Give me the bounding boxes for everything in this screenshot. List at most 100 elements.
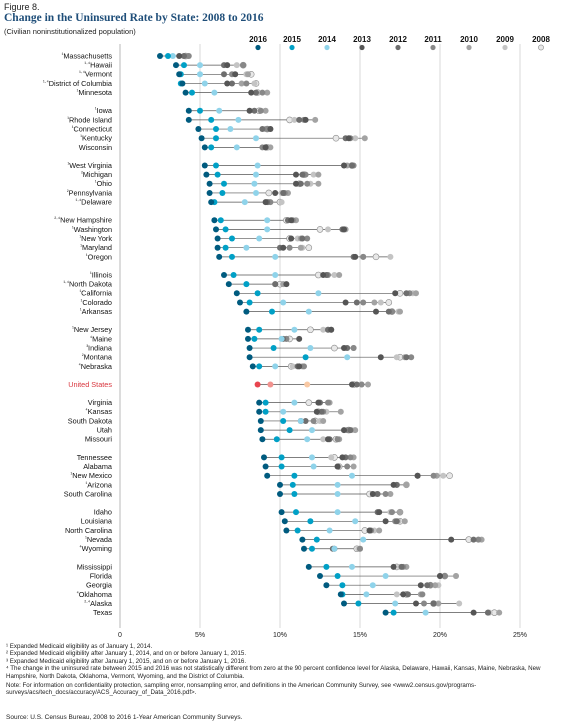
data-point	[403, 354, 410, 361]
data-point	[421, 600, 427, 607]
state-name: Colorado	[82, 298, 112, 307]
state-name: Kansas	[88, 407, 113, 416]
data-point	[325, 226, 331, 233]
data-point	[264, 226, 271, 233]
data-point	[313, 408, 320, 415]
state-label: ¹·⁴North Dakota	[63, 280, 113, 289]
state-row: ¹·⁴North Dakota	[63, 280, 290, 289]
data-point	[358, 381, 365, 388]
state-name: Hawaii	[90, 61, 112, 70]
legend-year-label: 2008	[532, 35, 550, 44]
x-tick-label: 25%	[513, 632, 527, 639]
state-label: ¹Oregon	[86, 252, 112, 261]
data-point	[334, 463, 341, 470]
data-point	[301, 545, 307, 552]
state-label: ¹Arizona	[86, 480, 113, 489]
data-point	[390, 563, 397, 570]
data-point	[350, 345, 357, 352]
data-point	[246, 107, 253, 114]
state-name: Nevada	[87, 535, 113, 544]
data-point	[264, 89, 271, 96]
data-point	[246, 354, 253, 361]
state-row: United States	[68, 380, 371, 389]
footnote-marker: ¹	[71, 472, 73, 478]
state-label: ¹Rhode Island	[67, 115, 112, 124]
state-name: Maryland	[82, 243, 112, 252]
data-point	[390, 609, 397, 616]
state-label: ²Pennsylvania	[67, 188, 113, 197]
data-point	[283, 281, 290, 288]
data-point	[302, 417, 309, 424]
state-name: Washington	[74, 225, 112, 234]
data-point	[289, 363, 296, 370]
data-point	[293, 509, 299, 516]
data-point	[257, 427, 264, 434]
data-point	[413, 600, 419, 607]
state-name: New Jersey	[74, 325, 112, 334]
data-point	[297, 417, 304, 424]
data-point	[169, 53, 176, 59]
data-point	[405, 591, 411, 598]
footnote-marker: ¹	[72, 226, 74, 232]
data-point	[337, 408, 344, 415]
state-label: ²·⁴Alaska	[84, 599, 113, 608]
data-point	[403, 290, 410, 297]
data-point	[224, 80, 231, 87]
data-point	[243, 281, 250, 288]
state-row: ²·⁴New Hampshire	[54, 216, 299, 225]
data-point	[360, 536, 367, 543]
legend-marker	[538, 44, 544, 51]
data-point	[435, 600, 442, 607]
data-point	[470, 609, 477, 616]
data-point	[309, 454, 315, 461]
data-point	[331, 344, 338, 352]
data-point	[262, 463, 269, 470]
data-point	[262, 199, 269, 206]
data-point	[294, 527, 301, 534]
state-row: Missouri	[85, 435, 343, 444]
data-point	[305, 399, 313, 406]
data-point	[217, 217, 224, 224]
data-point	[291, 491, 298, 497]
data-point	[185, 107, 192, 114]
state-row: ¹Illinois	[90, 270, 343, 279]
data-point	[197, 71, 203, 78]
footnote: ³ Expanded Medicaid eligibility after Ja…	[6, 657, 247, 665]
data-point	[344, 354, 351, 361]
source-text: Source: U.S. Census Bureau, 2008 to 2016…	[6, 714, 243, 721]
data-point	[413, 290, 419, 297]
data-point	[341, 162, 347, 169]
data-point	[360, 253, 367, 260]
state-name: Arizona	[87, 480, 113, 489]
state-label: ¹West Virginia	[68, 161, 113, 170]
legend-year-label: 2012	[389, 35, 407, 44]
data-point	[243, 80, 250, 87]
data-point	[304, 381, 311, 388]
data-point	[288, 235, 295, 242]
data-point	[214, 171, 221, 178]
state-name: Connecticut	[73, 124, 112, 133]
data-point	[185, 116, 192, 123]
data-point	[289, 481, 296, 488]
data-point	[470, 536, 477, 543]
state-label: Texas	[93, 608, 112, 617]
state-label: ¹Connecticut	[72, 124, 112, 133]
state-name: New York	[81, 234, 112, 243]
state-row: ¹·⁴District of Columbia	[43, 79, 260, 88]
state-row: ¹Kentucky	[80, 134, 368, 143]
state-row: South Dakota	[68, 416, 327, 425]
state-row: ²·⁴Alaska	[84, 599, 463, 608]
data-point	[291, 399, 298, 406]
state-name: Maine	[92, 334, 112, 343]
data-point	[323, 563, 330, 570]
data-point	[246, 299, 253, 306]
data-point	[400, 591, 407, 598]
state-name: Kentucky	[82, 134, 112, 143]
state-label: ¹California	[79, 289, 112, 298]
data-point	[424, 582, 431, 589]
data-point	[251, 80, 258, 87]
state-row: Mississippi	[77, 562, 410, 571]
data-point	[233, 144, 240, 151]
data-point	[352, 253, 359, 260]
